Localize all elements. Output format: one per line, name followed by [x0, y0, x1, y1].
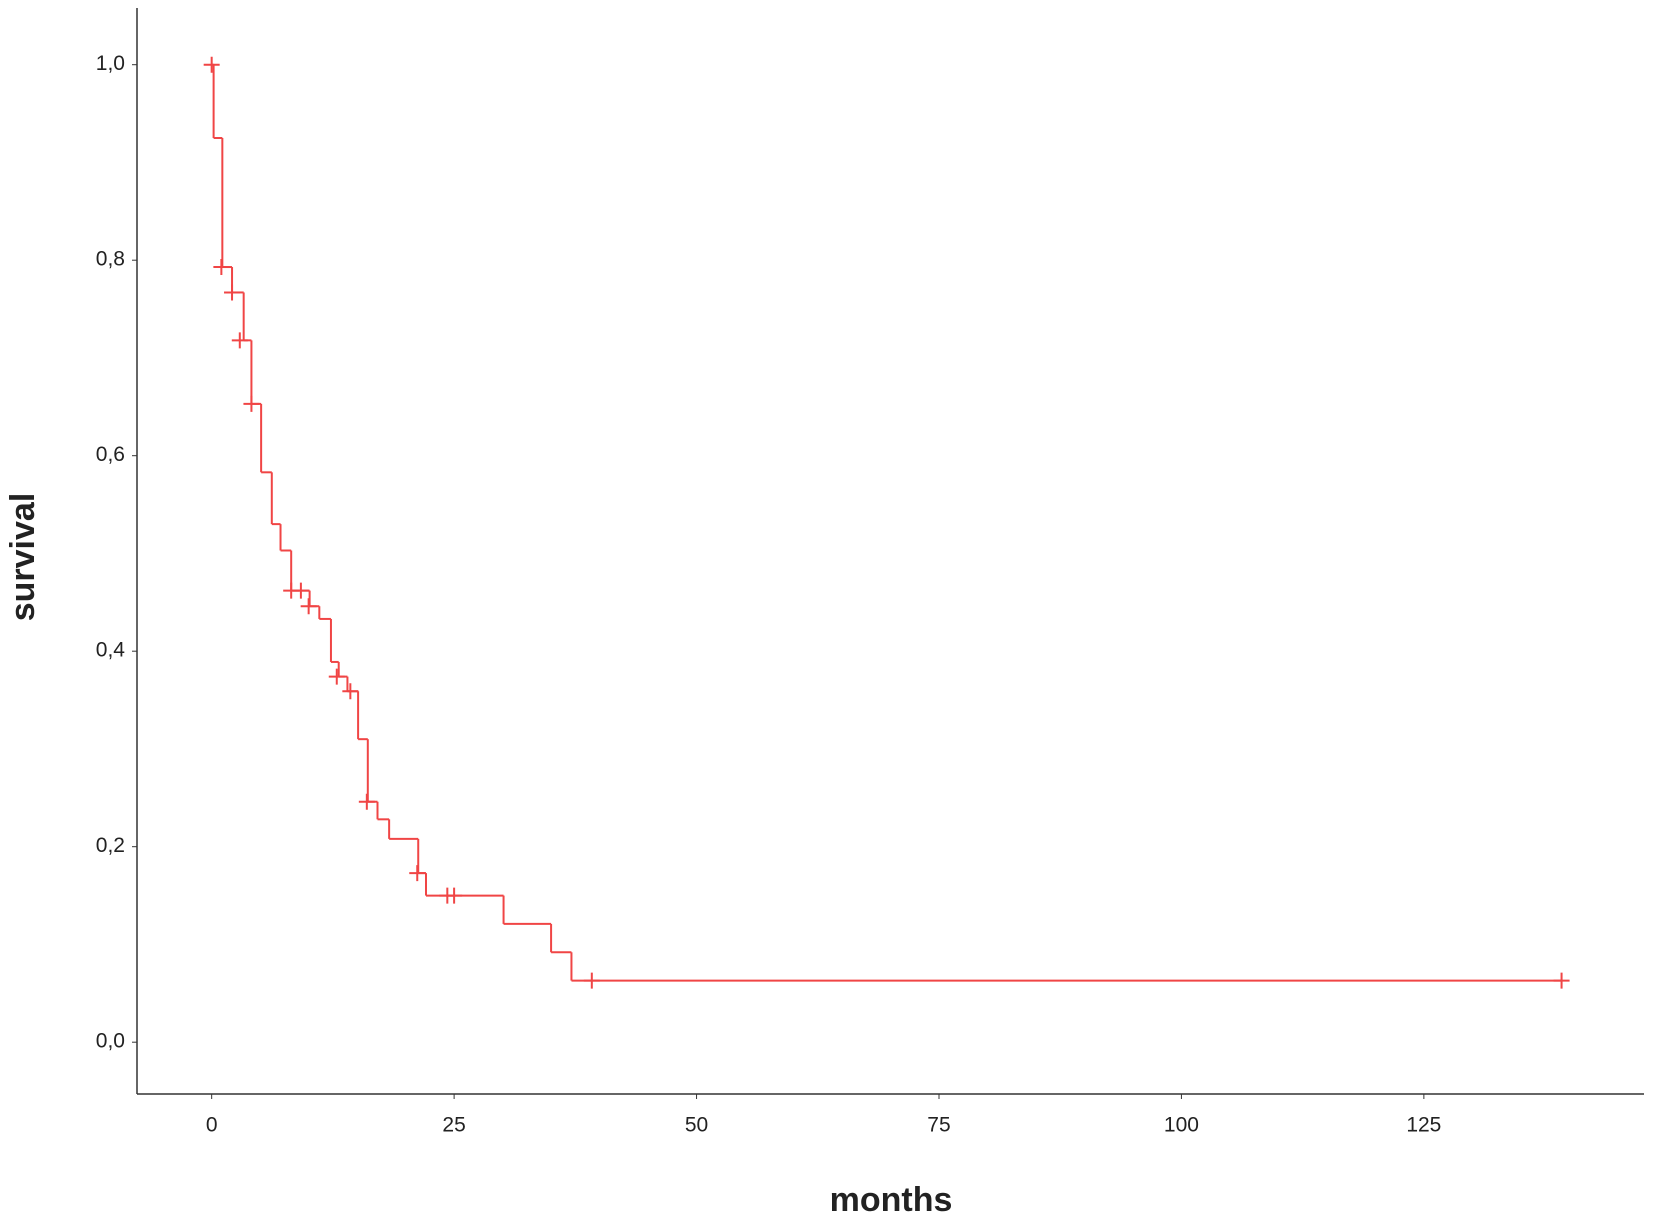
y-axis-title: survival [4, 493, 42, 622]
censor-mark [342, 683, 359, 700]
censor-mark [409, 865, 426, 882]
censor-mark [224, 284, 241, 301]
censor-mark [583, 972, 600, 989]
y-tick-label: 0,8 [96, 248, 125, 271]
y-tick-label: 0,4 [96, 639, 126, 662]
x-tick-label: 50 [685, 1114, 708, 1137]
y-tick-label: 0,2 [96, 834, 125, 857]
censor-mark [446, 887, 463, 904]
x-tick-label: 100 [1164, 1114, 1199, 1137]
x-tick-label: 125 [1406, 1114, 1441, 1137]
y-tick-label: 0,0 [96, 1030, 125, 1053]
x-tick-label: 25 [442, 1114, 465, 1137]
censor-mark [328, 668, 345, 685]
censor-mark [300, 598, 317, 615]
x-tick-label: 75 [927, 1114, 950, 1137]
censor-mark [203, 56, 220, 73]
censor-mark [213, 259, 230, 276]
censor-mark [231, 332, 248, 349]
x-axis-title: months [830, 1181, 953, 1219]
y-tick-label: 0,6 [96, 443, 125, 466]
censor-mark [292, 582, 309, 599]
censor-mark [1553, 972, 1570, 989]
x-tick-label: 0 [206, 1114, 218, 1137]
y-tick-label: 1,0 [96, 52, 125, 75]
censor-mark [358, 793, 375, 810]
censor-mark [243, 395, 260, 412]
